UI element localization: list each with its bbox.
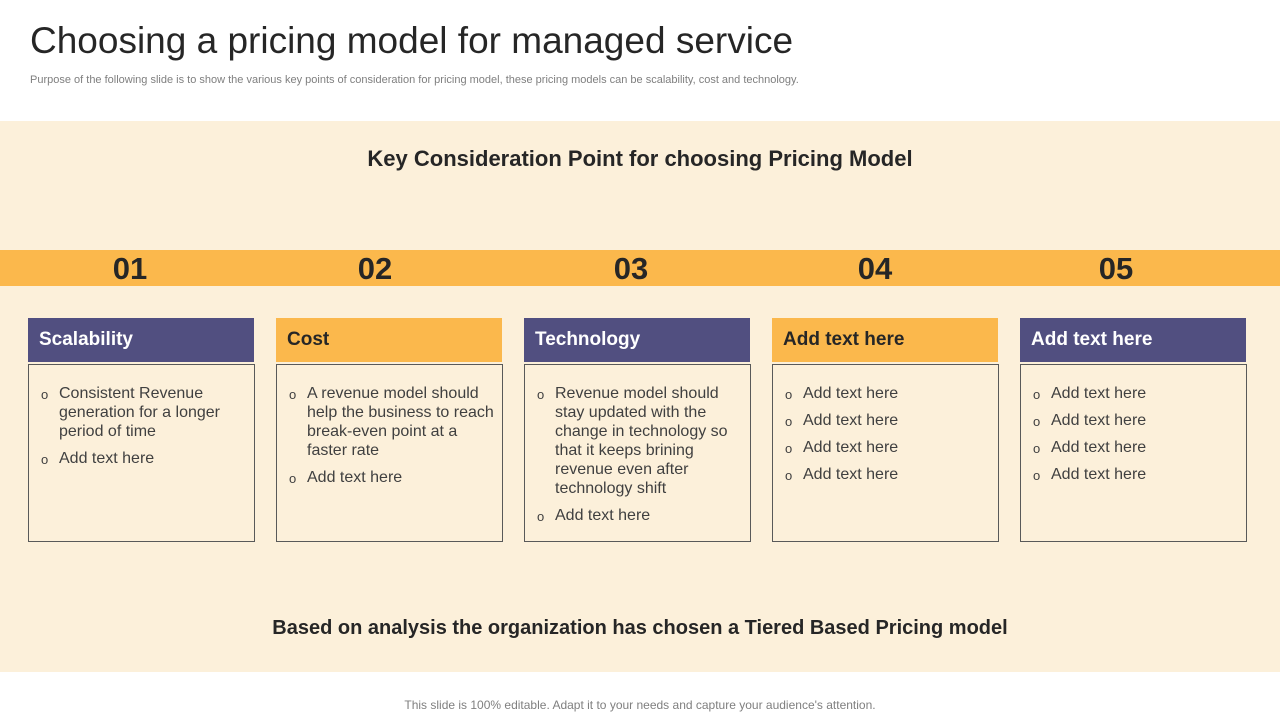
list-item: o Consistent Revenue generation for a lon… [41,385,220,440]
content-panel [0,121,1280,672]
step-number-03: 03 [613,251,649,286]
step-number-04: 04 [857,251,893,286]
step-number-02: 02 [357,251,393,286]
card-title-4: Add text here [772,318,998,362]
step-number-05: 05 [1098,251,1134,286]
conclusion-text: Based on analysis the organization has c… [272,617,1008,639]
list-item: o Add text here [1033,439,1147,456]
card-body-4: o Add text here o Add text here o Add text … [772,364,999,542]
list-item: o Add text here [41,450,155,467]
list-item: o Add text here [1033,385,1147,402]
page-subtitle: Purpose of the following slide is to sho… [30,74,799,86]
list-item: o Revenue model should stay updated with … [537,385,728,497]
bullet-icon: o [785,468,793,483]
card-title-scalability: Scalability [28,318,254,362]
card-body-scalability: o Consistent Revenue generation for a lon… [28,364,255,542]
list-item: o Add text here [785,385,899,402]
bullet-icon: o [785,414,793,429]
step-number-01: 01 [112,251,148,286]
bullet-icon: o [41,387,49,402]
list-item: o Add text here [785,412,899,429]
bullet-icon: o [785,441,793,456]
list-item: o Add text here [785,466,899,483]
card-title-cost: Cost [276,318,502,362]
list-item: o Add text here [1033,466,1147,483]
bullet-icon: o [289,471,297,486]
bullet-icon: o [537,387,545,402]
card-body-5: o Add text here o Add text here o Add text … [1020,364,1247,542]
bullet-icon: o [41,452,49,467]
list-item: o Add text here [537,507,651,524]
card-body-technology: o Revenue model should stay updated with … [524,364,751,542]
panel-heading: Key Consideration Point for choosing Pri… [367,146,913,171]
bullet-icon: o [1033,468,1041,483]
card-title-5: Add text here [1020,318,1246,362]
bullet-icon: o [1033,414,1041,429]
footer-note: This slide is 100% editable. Adapt it to… [404,698,876,712]
list-item: o Add text here [289,469,403,486]
list-item: o Add text here [1033,412,1147,429]
bullet-icon: o [289,387,297,402]
card-title-technology: Technology [524,318,750,362]
bullet-icon: o [785,387,793,402]
bullet-icon: o [1033,441,1041,456]
bullet-icon: o [537,509,545,524]
number-band [0,250,1280,286]
page-title: Choosing a pricing model for managed ser… [30,20,794,61]
bullet-icon: o [1033,387,1041,402]
list-item: o Add text here [785,439,899,456]
